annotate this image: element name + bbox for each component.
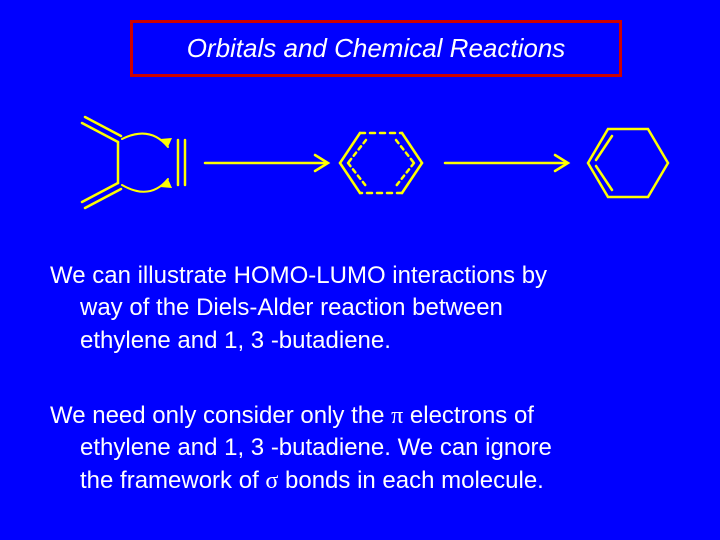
- p2-line2: ethylene and 1, 3 -butadiene. We can ign…: [50, 432, 670, 464]
- reaction-arrow-1-icon: [205, 155, 328, 171]
- p2-line3-post: bonds in each molecule.: [278, 467, 544, 494]
- curved-arrows-icon: [122, 134, 172, 192]
- pi-symbol: π: [391, 403, 403, 429]
- p2-line3-pre: the framework of: [80, 467, 265, 494]
- p2-line1-pre: We need only consider only the: [50, 402, 391, 429]
- paragraph-1: We can illustrate HOMO-LUMO interactions…: [50, 260, 670, 357]
- butadiene-icon: [82, 117, 121, 208]
- title-text: Orbitals and Chemical Reactions: [187, 33, 566, 63]
- title-box: Orbitals and Chemical Reactions: [130, 20, 622, 77]
- p1-line1: We can illustrate HOMO-LUMO interactions…: [50, 262, 547, 289]
- slide: Orbitals and Chemical Reactions: [0, 0, 720, 540]
- paragraph-2: We need only consider only the π electro…: [50, 400, 670, 497]
- cyclohexene-icon: [588, 129, 668, 197]
- reaction-arrow-2-icon: [445, 155, 568, 171]
- p2-line1-post: electrons of: [403, 402, 534, 429]
- ethylene-icon: [178, 140, 185, 185]
- transition-state-icon: [340, 133, 422, 193]
- reaction-diagram: [50, 105, 670, 225]
- p1-line3: ethylene and 1, 3 -butadiene.: [50, 325, 670, 357]
- sigma-symbol: σ: [265, 468, 278, 494]
- p1-line2: way of the Diels-Alder reaction between: [50, 292, 670, 324]
